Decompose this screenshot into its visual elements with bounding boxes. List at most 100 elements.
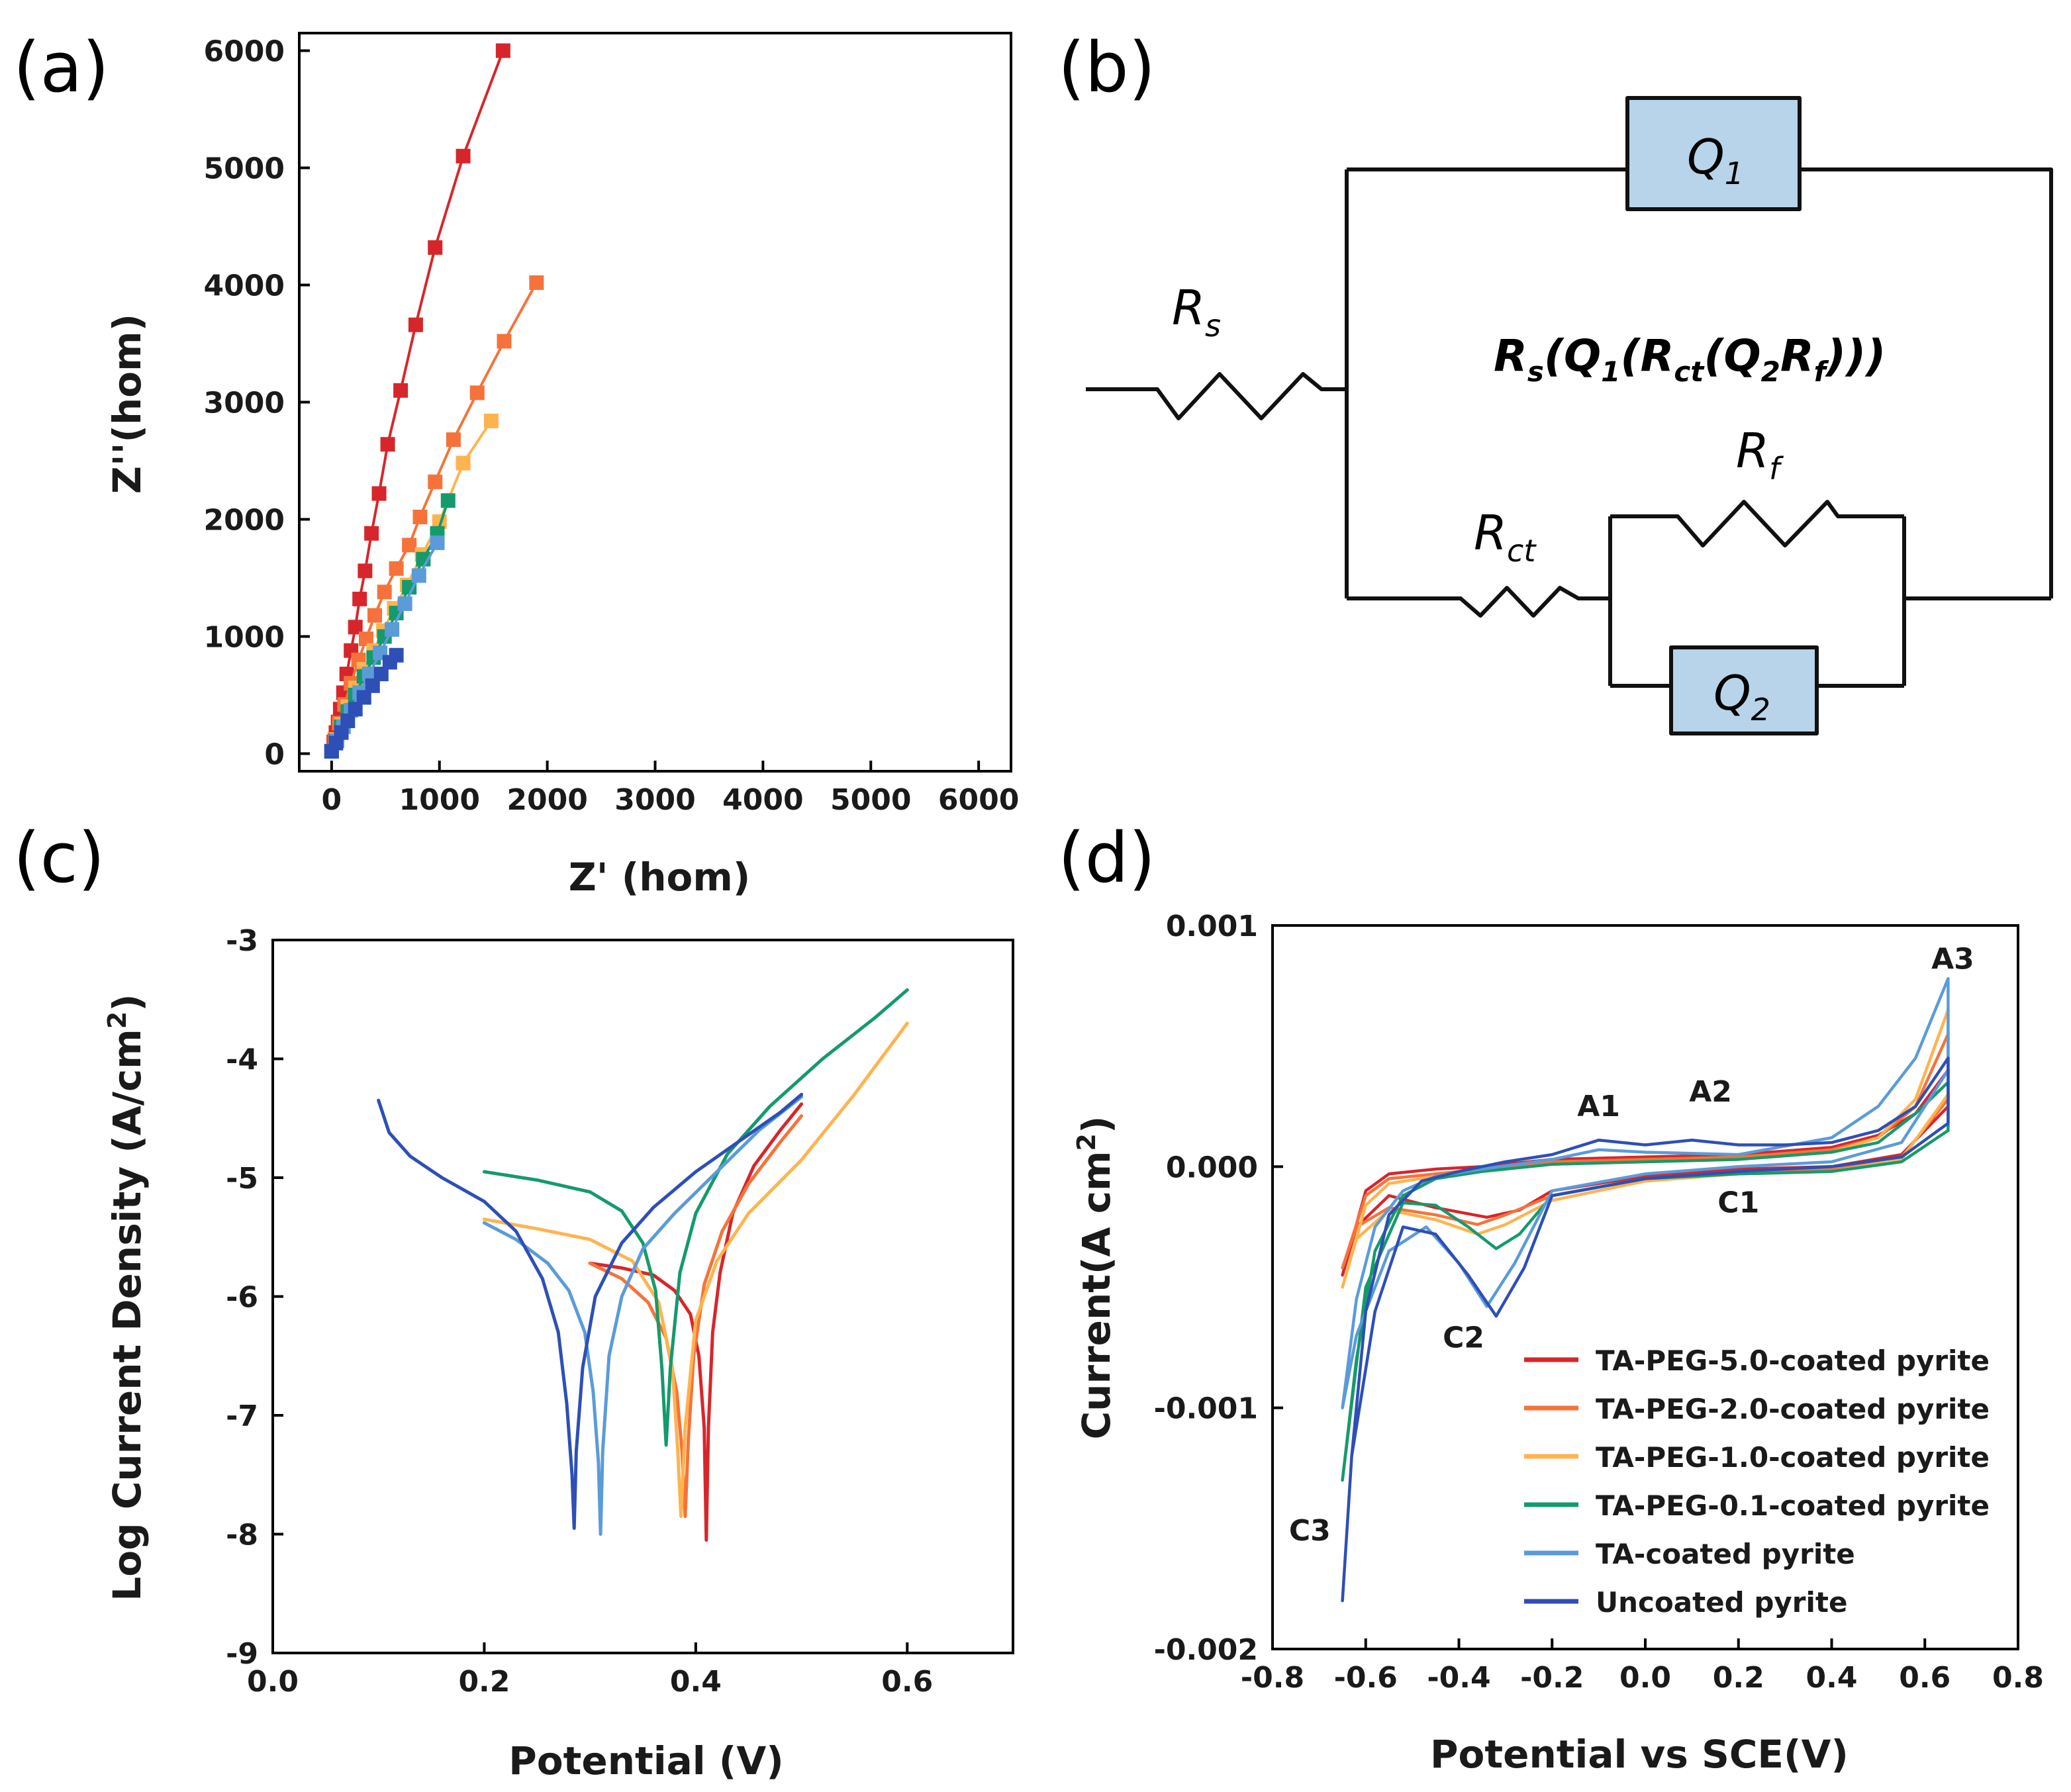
nyquist-series-ta-peg-5-0-coated-pyrite bbox=[324, 43, 510, 759]
nyquist-x-tick-label: 4000 bbox=[722, 783, 803, 817]
nyquist-x-tick-label: 2000 bbox=[506, 783, 587, 817]
nyquist-point bbox=[428, 474, 443, 489]
cv-y-tick-label: -0.002 bbox=[1154, 1633, 1258, 1667]
legend-label: TA-PEG-2.0-coated pyrite bbox=[1596, 1393, 1990, 1425]
circuit-q1-box bbox=[1625, 96, 1802, 211]
tafel-series-ta-coated-pyrite bbox=[482, 1095, 804, 1536]
nyquist-point bbox=[497, 334, 512, 349]
nyquist-point bbox=[352, 591, 367, 606]
nyquist-point bbox=[348, 702, 363, 717]
legend-label: Uncoated pyrite bbox=[1596, 1586, 1847, 1619]
nyquist-point bbox=[348, 620, 363, 635]
cv-line-ta-peg-1-0-coated-pyrite bbox=[1341, 1008, 1950, 1289]
tafel-x-axis-title: Potential (V) bbox=[508, 1738, 783, 1783]
cv-x-tick-label: 0.6 bbox=[1899, 1661, 1951, 1695]
nyquist-point bbox=[385, 622, 400, 637]
nyquist-y-axis-title: Z''(hom) bbox=[105, 314, 150, 494]
panel-label-c: (c) bbox=[13, 818, 105, 898]
nyquist-point bbox=[389, 561, 404, 576]
nyquist-point bbox=[358, 563, 373, 579]
legend-label: TA-PEG-0.1-coated pyrite bbox=[1596, 1489, 1990, 1522]
panel-label-b: (b) bbox=[1058, 27, 1155, 108]
tafel-series-ta-peg-0-1-coated-pyrite bbox=[482, 988, 909, 1447]
cv-annotation-a2: A2 bbox=[1689, 1075, 1732, 1109]
nyquist-point bbox=[430, 535, 445, 550]
nyquist-chart: 0 1000 2000 3000 4000 5000 6000 0 1000 2000 3000 40… bbox=[105, 32, 1019, 900]
circuit-formula: Rs(Q1(Rct(Q2Rf))) bbox=[1494, 330, 1886, 388]
nyquist-point bbox=[367, 608, 383, 623]
nyquist-point bbox=[440, 493, 456, 508]
tafel-series-ta-peg-5-0-coated-pyrite bbox=[588, 1102, 804, 1542]
tafel-y-axis-title: Log Current Density (A/cm2) bbox=[103, 994, 150, 1601]
nyquist-point bbox=[364, 526, 379, 541]
cv-x-tick-label: 0.2 bbox=[1713, 1661, 1764, 1695]
legend-entry-ta-peg-0-1-coated-pyrite: TA-PEG-0.1-coated pyrite bbox=[1524, 1489, 1990, 1522]
circuit-lead-wire bbox=[1086, 372, 1347, 420]
nyquist-point bbox=[397, 596, 412, 611]
circuit-labels: Q1 Q2 Rs Rct Rf Rs(Q1(Rct(Q2Rf))) bbox=[1172, 129, 1886, 728]
nyquist-point bbox=[373, 667, 389, 682]
nyquist-point bbox=[456, 148, 471, 164]
tafel-series-ta-peg-2-0-coated-pyrite bbox=[588, 1114, 804, 1519]
cv-y-tick-label: -0.001 bbox=[1154, 1392, 1258, 1426]
cv-annotation-c2: C2 bbox=[1443, 1321, 1484, 1355]
circuit-q2-box bbox=[1669, 645, 1819, 735]
nyquist-point bbox=[412, 509, 428, 524]
tafel-line-ta-peg-5-0-coated-pyrite bbox=[588, 1102, 804, 1542]
tafel-x-tick-label: 0.0 bbox=[247, 1665, 299, 1699]
circuit-top-branch bbox=[1347, 167, 2053, 598]
nyquist-point bbox=[402, 538, 417, 553]
tafel-y-tick-label: -7 bbox=[226, 1399, 258, 1433]
tafel-line-ta-peg-2-0-coated-pyrite bbox=[588, 1114, 804, 1519]
cv-x-tick-label: -0.4 bbox=[1427, 1661, 1490, 1695]
legend-entry-ta-peg-2-0-coated-pyrite: TA-PEG-2.0-coated pyrite bbox=[1524, 1393, 1990, 1425]
legend-entry-ta-peg-5-0-coated-pyrite: TA-PEG-5.0-coated pyrite bbox=[1524, 1344, 1990, 1377]
tafel-y-tick-label: -5 bbox=[226, 1162, 258, 1196]
rct-label: Rct bbox=[1474, 505, 1537, 569]
tafel-line-ta-peg-1-0-coated-pyrite bbox=[482, 1021, 909, 1519]
legend-label: TA-PEG-1.0-coated pyrite bbox=[1596, 1441, 1990, 1474]
nyquist-point bbox=[411, 568, 426, 583]
cv-chart: -0.8 -0.6 -0.4 -0.2 0.0 0.2 0.4 0.6 0.8 0.001 0.00… bbox=[1072, 910, 2044, 1777]
tafel-line-ta-coated-pyrite bbox=[482, 1095, 804, 1536]
nyquist-point bbox=[380, 437, 395, 452]
cv-x-tick-label: -0.8 bbox=[1241, 1661, 1304, 1695]
nyquist-point bbox=[358, 632, 373, 647]
tafel-series-ta-peg-1-0-coated-pyrite bbox=[482, 1021, 909, 1519]
cv-legend: TA-PEG-5.0-coated pyrite TA-PEG-2.0-coate… bbox=[1524, 1344, 1990, 1619]
nyquist-point bbox=[456, 455, 471, 471]
tafel-x-tick-label: 0.2 bbox=[458, 1665, 510, 1699]
rf-label: Rf bbox=[1736, 423, 1784, 487]
cv-x-tick-label: -0.6 bbox=[1334, 1661, 1398, 1695]
cv-x-tick-label: -0.2 bbox=[1520, 1661, 1584, 1695]
equivalent-circuit bbox=[1086, 96, 2053, 735]
tafel-series-uncoated-pyrite bbox=[377, 1092, 804, 1530]
tafel-chart: 0.0 0.2 0.4 0.6 -3 -4 -5 -6 -7 -8 -9 Potential (V)… bbox=[103, 924, 1014, 1783]
cv-x-tick-label: 0.4 bbox=[1806, 1661, 1858, 1695]
tafel-line-ta-peg-0-1-coated-pyrite bbox=[482, 988, 909, 1447]
legend-label: TA-coated pyrite bbox=[1596, 1538, 1855, 1570]
nyquist-point bbox=[361, 667, 377, 682]
nyquist-y-tick-label: 2000 bbox=[204, 503, 285, 537]
cv-y-axis-title: Current(A cm2) bbox=[1072, 1116, 1119, 1440]
cv-x-tick-label: 0.8 bbox=[1992, 1661, 2044, 1695]
cv-series-ta-peg-1-0-coated-pyrite bbox=[1341, 1008, 1950, 1289]
nyquist-y-tick-label: 4000 bbox=[204, 269, 285, 303]
panel-label-d: (d) bbox=[1058, 818, 1155, 898]
legend-entry-ta-coated-pyrite: TA-coated pyrite bbox=[1524, 1538, 1855, 1570]
panel-label-a: (a) bbox=[13, 27, 109, 108]
tafel-x-tick-label: 0.4 bbox=[670, 1665, 722, 1699]
nyquist-x-tick-label: 0 bbox=[322, 783, 342, 817]
nyquist-point bbox=[393, 383, 409, 398]
legend-entry-uncoated-pyrite: Uncoated pyrite bbox=[1524, 1586, 1847, 1619]
legend-entry-ta-peg-1-0-coated-pyrite: TA-PEG-1.0-coated pyrite bbox=[1524, 1441, 1990, 1474]
cv-x-tick-label: 0.0 bbox=[1619, 1661, 1671, 1695]
nyquist-point bbox=[356, 690, 371, 705]
q2-label: Q2 bbox=[1713, 665, 1770, 728]
tafel-y-tick-label: -8 bbox=[226, 1519, 258, 1552]
cv-y-tick-label: 0.000 bbox=[1166, 1151, 1258, 1184]
cv-annotation-c1: C1 bbox=[1717, 1186, 1759, 1220]
nyquist-y-tick-label: 1000 bbox=[204, 620, 285, 654]
nyquist-y-tick-label: 0 bbox=[264, 737, 285, 771]
